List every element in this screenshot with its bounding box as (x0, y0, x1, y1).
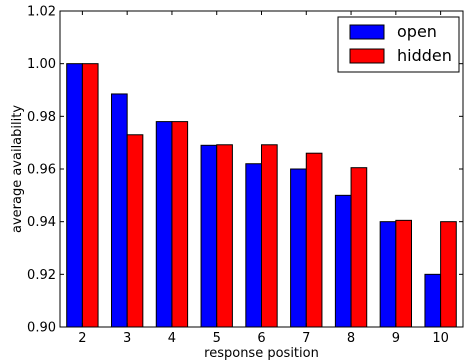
x-tick-labels: 2 3 4 5 6 7 8 9 10 (78, 331, 449, 346)
x-tick-label: 7 (302, 331, 310, 346)
legend-label-open: open (397, 22, 437, 41)
x-tick-label: 9 (392, 331, 400, 346)
y-tick-label: 1.02 (27, 5, 56, 20)
y-tick-label: 1.00 (27, 57, 56, 72)
x-tick-label: 4 (168, 331, 176, 346)
legend-label-hidden: hidden (397, 46, 452, 65)
legend-swatch-open (349, 24, 385, 40)
bar-open-5 (200, 144, 218, 328)
y-axis-label: average availability (10, 105, 25, 233)
bar-open-10 (424, 273, 442, 328)
bars-layer (66, 63, 457, 328)
bar-hidden-10 (440, 221, 457, 328)
bar-open-3 (110, 93, 128, 328)
bar-hidden-5 (216, 144, 233, 328)
axis-ticks (60, 10, 463, 328)
bar-open-9 (379, 221, 397, 328)
bar-hidden-7 (305, 152, 323, 328)
x-tick-label: 6 (257, 331, 265, 346)
y-tick-labels: 0.90 0.92 0.94 0.96 0.98 1.00 1.02 (27, 5, 56, 336)
y-tick-label: 0.90 (27, 321, 56, 336)
bar-hidden-6 (261, 144, 278, 328)
bar-hidden-2 (81, 63, 99, 328)
x-axis-label: response position (204, 346, 319, 361)
bar-hidden-8 (350, 167, 368, 328)
x-tick-label: 10 (432, 331, 449, 346)
x-tick-label: 8 (347, 331, 355, 346)
y-tick-label: 0.94 (27, 215, 56, 230)
bar-open-2 (66, 63, 83, 328)
x-tick-label: 3 (123, 331, 131, 346)
x-tick-label: 5 (213, 331, 221, 346)
bar-hidden-9 (395, 219, 413, 328)
legend: open hidden (337, 16, 460, 73)
bar-hidden-3 (126, 134, 144, 328)
bar-open-8 (334, 194, 352, 328)
y-tick-label: 0.92 (27, 268, 56, 283)
y-tick-label: 0.98 (27, 110, 56, 125)
bar-open-6 (245, 163, 262, 328)
x-tick-label: 2 (78, 331, 86, 346)
legend-swatch-hidden (349, 48, 385, 64)
bar-open-4 (155, 121, 173, 328)
bar-hidden-4 (171, 121, 189, 328)
bar-open-7 (290, 168, 307, 328)
y-tick-label: 0.96 (27, 163, 56, 178)
